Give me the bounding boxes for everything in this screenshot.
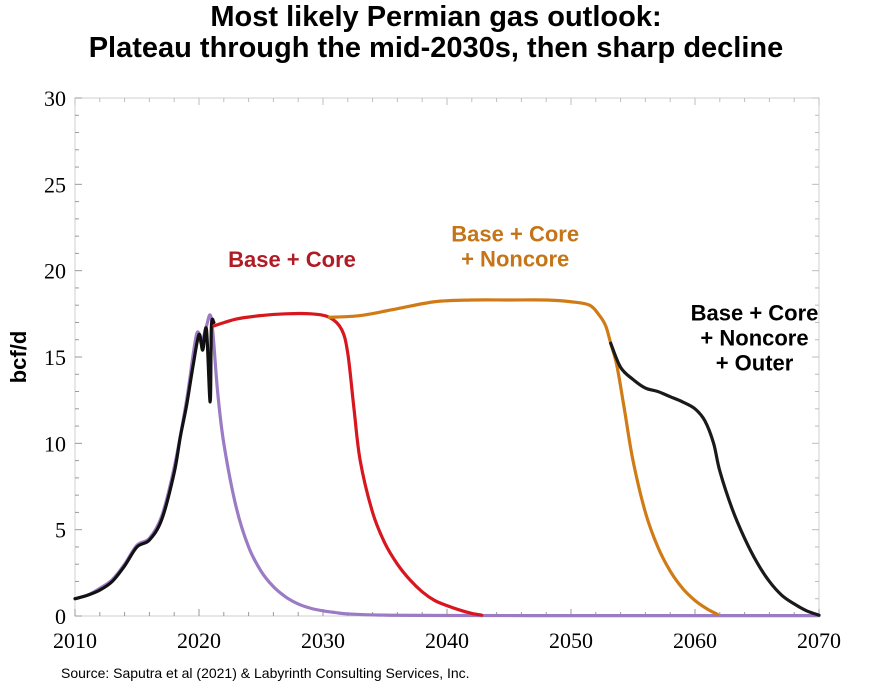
series-line-base-core-noncore [327,298,719,616]
chart-title-line-2: Plateau through the mid-2030s, then shar… [88,32,784,64]
series-annotation: Base + Core + Noncore + Outer [691,301,819,376]
y-tick-label: 20 [44,259,66,284]
x-tick-label: 2050 [549,628,593,653]
axes: 2010 2020 2030 2040 2050 2060 2070 0 5 10 15 20 25 30 [44,86,841,653]
x-tick-label: 2010 [53,628,97,653]
plot-frame [74,97,820,617]
y-axis-label: bcf/d [6,331,31,384]
x-tick-label: 2030 [301,628,345,653]
y-tick-label: 25 [44,172,66,197]
y-tick-label: 15 [44,345,66,370]
x-tick-label: 2060 [673,628,717,653]
series-layer [73,298,821,618]
chart-title-line-1: Most likely Permian gas outlook: [210,1,662,33]
series-annotation: Base + Core + Noncore [451,221,579,271]
annotation-line: + Noncore [700,326,808,351]
y-tick-label: 5 [55,518,66,543]
y-tick-label: 10 [44,431,66,456]
series-annotation: Base + Core [228,247,356,272]
line-chart: 2010 2020 2030 2040 2050 2060 2070 0 5 10 15 20 25 30… [6,86,841,653]
annotation-line: + Noncore [461,246,569,271]
y-tick-label: 0 [55,604,66,629]
annotation-line: + Outer [716,351,794,376]
x-tick-label: 2070 [797,628,841,653]
series-line-base-core [212,311,484,617]
y-tick-label: 30 [44,86,66,111]
annotation-line: Base + Core [228,247,356,272]
x-tick-label: 2040 [425,628,469,653]
series-line-base-core-noncore-outer [609,341,821,617]
annotation-line: Base + Core [691,301,819,326]
source-note: Source: Saputra et al (2021) & Labyrinth… [61,665,470,681]
series-line-observed [73,317,216,601]
x-tick-label: 2020 [177,628,221,653]
series-line-base [73,313,821,618]
annotation-line: Base + Core [451,221,579,246]
